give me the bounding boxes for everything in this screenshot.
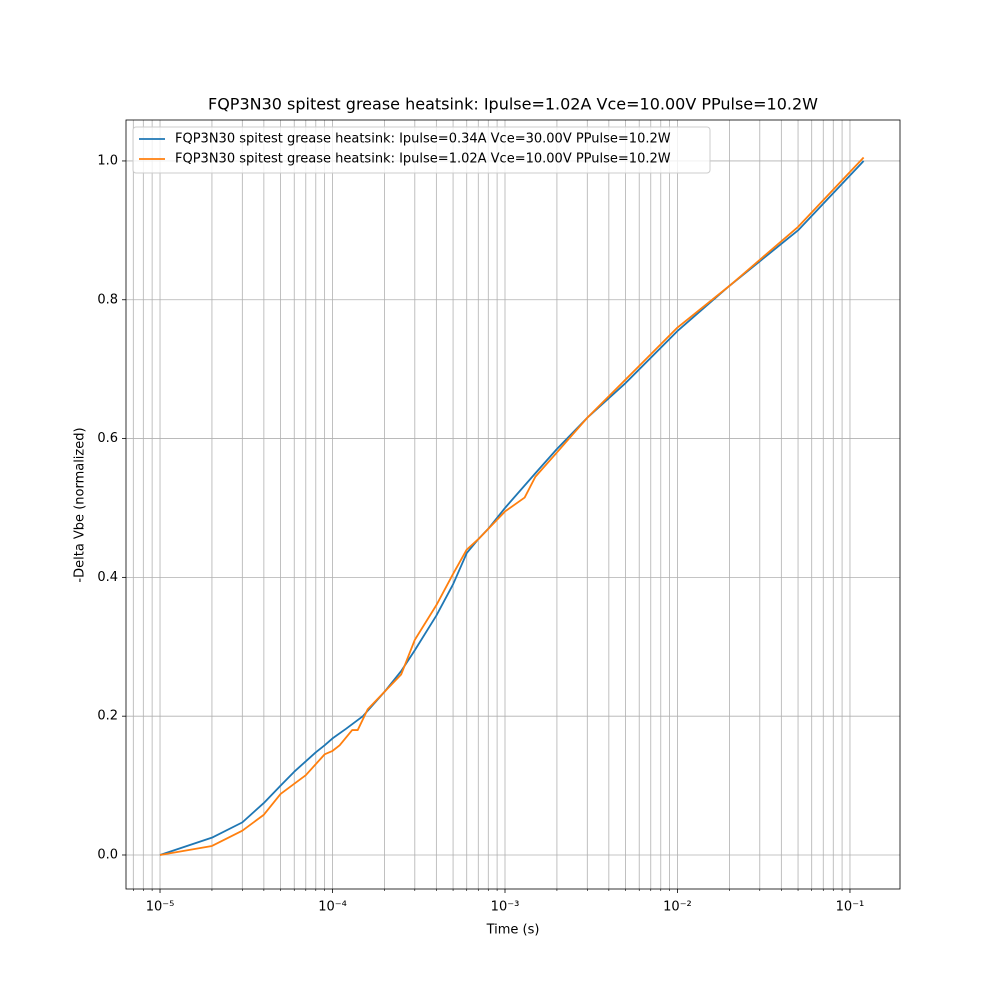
chart-title: FQP3N30 spitest grease heatsink: Ipulse=…: [208, 95, 818, 114]
y-tick-label: 0.8: [97, 292, 118, 307]
y-tick-label: 0.6: [97, 431, 118, 446]
y-tick-label: 0.2: [97, 709, 118, 724]
legend-box: [132, 126, 711, 174]
x-tick-label: 10⁻⁴: [318, 900, 347, 915]
x-axis-label: Time (s): [486, 923, 540, 938]
y-tick-label: 1.0: [97, 153, 118, 168]
x-tick-label: 10⁻⁵: [146, 900, 175, 915]
data-line: [159, 160, 865, 856]
legend-label: FQP3N30 spitest grease heatsink: Ipulse=…: [175, 132, 671, 147]
legend-label: FQP3N30 spitest grease heatsink: Ipulse=…: [175, 152, 671, 167]
data-line: [159, 156, 865, 856]
plot-frame: [125, 119, 901, 890]
x-tick-label: 10⁻²: [663, 900, 692, 915]
x-tick-label: 10⁻¹: [836, 900, 865, 915]
x-tick-label: 10⁻³: [491, 900, 520, 915]
y-tick-label: 0.4: [97, 570, 118, 585]
y-axis-label: -Delta Vbe (normalized): [73, 427, 88, 582]
y-tick-label: 0.0: [97, 847, 118, 862]
